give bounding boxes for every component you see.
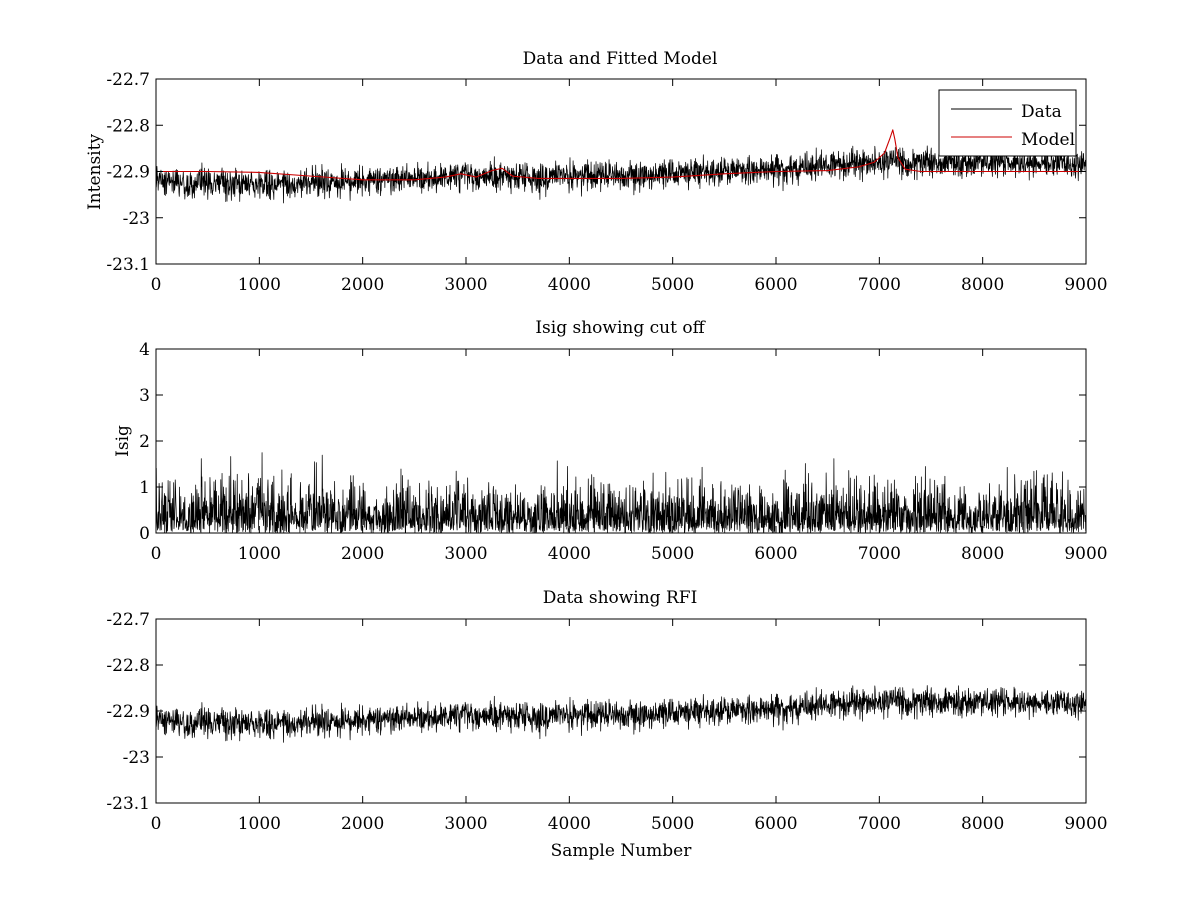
y-axis-label: Intensity [85, 134, 105, 210]
x-tick-label: 7000 [858, 544, 901, 564]
y-tick-label: 0 [139, 524, 150, 544]
subplot-data-showing-rfi: Data showing RFI 0 1000 2000 3000 4000 5000 60… [106, 588, 1107, 861]
x-tick-label: 0 [151, 814, 162, 834]
series-layer [155, 129, 1087, 204]
x-tick-label: 4000 [548, 275, 591, 295]
y-tick-label: -22.8 [106, 116, 150, 136]
x-axis-label: Sample Number [551, 841, 693, 861]
x-tick-label: 9000 [1064, 544, 1107, 564]
y-tick-label: -23 [123, 748, 150, 768]
y-tick-label: 3 [139, 386, 150, 406]
series-line-model [156, 129, 1086, 181]
x-tick-label: 2000 [341, 275, 384, 295]
axes-frame [155, 348, 1087, 534]
y-tick-label: 2 [139, 432, 150, 452]
x-tick-label: 8000 [961, 544, 1004, 564]
x-tick-label: 4000 [548, 814, 591, 834]
legend-label-data: Data [1021, 102, 1062, 122]
series-layer [155, 685, 1087, 743]
y-tick-label: -23.1 [106, 794, 150, 814]
subplot-isig-showing-cut-off: Isig showing cut off 0 1000 2000 3000 4000 50… [113, 318, 1108, 564]
legend-label-model: Model [1021, 130, 1075, 150]
legend-box [938, 89, 1077, 157]
series-layer [155, 452, 1087, 534]
ticks-layer: 0 1000 2000 3000 4000 5000 6000 7000 8000 9000 0 1 2… [139, 340, 1107, 564]
x-tick-label: 6000 [754, 275, 797, 295]
x-tick-label: 3000 [444, 814, 487, 834]
x-tick-label: 6000 [754, 544, 797, 564]
subplot-data-and-fitted-model: Data and Fitted Model 0 1000 2000 3000 4000 5… [85, 49, 1108, 295]
series-line-isig [155, 452, 1087, 534]
x-tick-label: 2000 [341, 544, 384, 564]
x-tick-label: 2000 [341, 814, 384, 834]
x-tick-label: 3000 [444, 544, 487, 564]
y-tick-label: 1 [139, 478, 150, 498]
x-tick-label: 5000 [651, 275, 694, 295]
x-tick-label: 0 [151, 544, 162, 564]
y-tick-label: -22.8 [106, 656, 150, 676]
y-tick-label: -22.9 [106, 163, 150, 183]
y-tick-label: -23 [123, 209, 150, 229]
x-tick-label: 7000 [858, 814, 901, 834]
y-tick-label: -22.9 [106, 702, 150, 722]
x-tick-label: 5000 [651, 544, 694, 564]
x-tick-label: 8000 [961, 814, 1004, 834]
subplot-title: Data showing RFI [543, 588, 698, 608]
y-tick-label: -22.7 [106, 70, 150, 90]
x-tick-label: 1000 [238, 814, 281, 834]
x-tick-label: 1000 [238, 275, 281, 295]
x-tick-label: 1000 [238, 544, 281, 564]
x-tick-label: 7000 [858, 275, 901, 295]
x-tick-label: 9000 [1064, 275, 1107, 295]
axes-frame [155, 618, 1087, 804]
x-tick-label: 4000 [548, 544, 591, 564]
x-tick-label: 6000 [754, 814, 797, 834]
y-tick-label: -22.7 [106, 610, 150, 630]
subplot-title: Data and Fitted Model [523, 49, 718, 69]
ticks-layer: 0 1000 2000 3000 4000 5000 6000 7000 8000 9000 -22… [106, 70, 1107, 295]
y-axis-label: Isig [113, 425, 133, 457]
series-line-data [155, 685, 1087, 743]
y-tick-label: 4 [139, 340, 150, 360]
x-tick-label: 3000 [444, 275, 487, 295]
ticks-layer: 0 1000 2000 3000 4000 5000 6000 7000 8000 9000 -22… [106, 610, 1107, 834]
series-line-data [155, 145, 1087, 204]
subplot-title: Isig showing cut off [535, 318, 706, 338]
x-tick-label: 5000 [651, 814, 694, 834]
x-tick-label: 0 [151, 275, 162, 295]
y-tick-label: -23.1 [106, 255, 150, 275]
axes-frame [155, 78, 1087, 265]
legend: Data Model [938, 89, 1077, 157]
x-tick-label: 9000 [1064, 814, 1107, 834]
x-tick-label: 8000 [961, 275, 1004, 295]
